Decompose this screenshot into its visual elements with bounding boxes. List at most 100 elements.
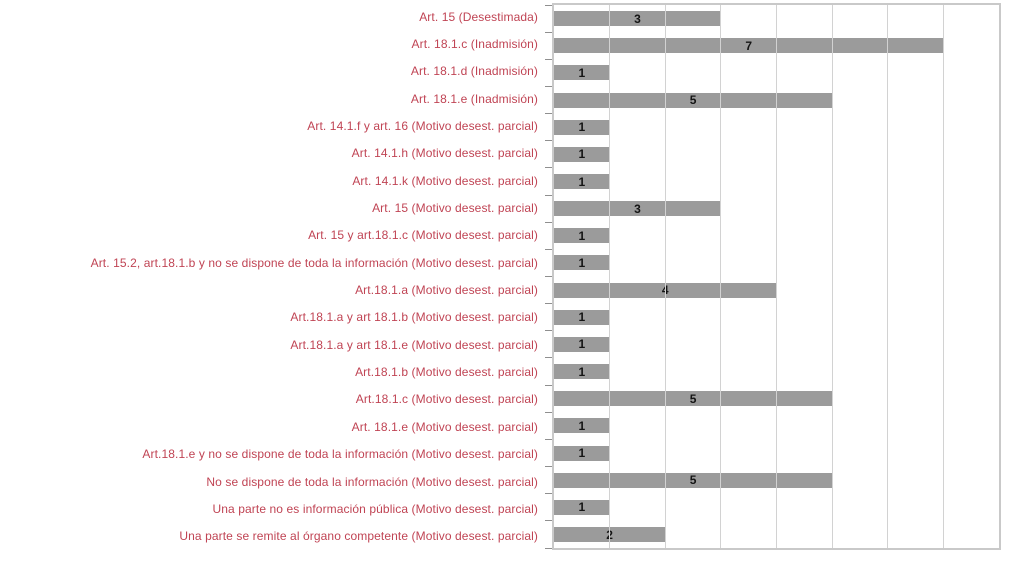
axis-tick bbox=[545, 357, 552, 359]
axis-tick bbox=[545, 248, 552, 250]
bar: 1 bbox=[554, 309, 610, 325]
chart-row: 5 bbox=[554, 86, 999, 113]
bar-value-label: 1 bbox=[578, 418, 586, 433]
bar-value-label: 1 bbox=[578, 446, 586, 461]
category-label: Art. 14.1.k (Motivo desest. parcial) bbox=[352, 173, 538, 188]
chart-row: 1 bbox=[554, 494, 999, 521]
category-label: Art. 15 (Motivo desest. parcial) bbox=[372, 201, 538, 216]
chart-row: 4 bbox=[554, 277, 999, 304]
bar-value-label: 3 bbox=[634, 201, 641, 216]
bar-value-label: 1 bbox=[578, 337, 586, 352]
chart-row: 1 bbox=[554, 59, 999, 86]
bar-value-label: 1 bbox=[578, 65, 586, 80]
chart-row: 2 bbox=[554, 521, 999, 548]
chart-row: 1 bbox=[554, 141, 999, 168]
plot-area: 3 7 1 5 1 1 1 3 1 1 4 1 1 1 5 1 1 5 1 2 bbox=[545, 3, 1001, 550]
axis-tick bbox=[545, 384, 552, 386]
chart-row: 5 bbox=[554, 385, 999, 412]
bar: 3 bbox=[554, 11, 721, 27]
bar-value-label: 5 bbox=[689, 473, 697, 488]
category-label: Art. 18.1.c (Inadmisión) bbox=[411, 37, 538, 52]
bar-value-label: 1 bbox=[578, 255, 586, 270]
chart-row: 1 bbox=[554, 168, 999, 195]
bar-value-label: 1 bbox=[578, 147, 586, 162]
axis-tick bbox=[545, 31, 552, 33]
chart-row: 1 bbox=[554, 331, 999, 358]
category-label: Art. 14.1.f y art. 16 (Motivo desest. pa… bbox=[307, 119, 538, 134]
category-label: Art. 15.2, art.18.1.b y no se dispone de… bbox=[90, 255, 538, 270]
bar: 3 bbox=[554, 201, 721, 217]
chart-row: 3 bbox=[554, 195, 999, 222]
category-label: Art.18.1.a y art 18.1.b (Motivo desest. … bbox=[290, 310, 538, 325]
bar: 1 bbox=[554, 146, 610, 162]
category-label: Art.18.1.e y no se dispone de toda la in… bbox=[142, 447, 538, 462]
chart-row: 1 bbox=[554, 304, 999, 331]
axis-tick bbox=[545, 438, 552, 440]
category-label: Art. 18.1.e (Motivo desest. parcial) bbox=[351, 419, 538, 434]
bar: 5 bbox=[554, 472, 833, 488]
chart-row: 1 bbox=[554, 412, 999, 439]
category-label: Art. 15 (Desestimada) bbox=[419, 9, 538, 24]
chart-row: 7 bbox=[554, 32, 999, 59]
axis-tick bbox=[545, 4, 552, 6]
axis-tick bbox=[545, 493, 552, 495]
axis-tick bbox=[545, 194, 552, 196]
bar: 4 bbox=[554, 282, 777, 298]
axis-tick bbox=[545, 520, 552, 522]
axis-tick bbox=[545, 330, 552, 332]
axis-tick bbox=[545, 113, 552, 115]
bar-value-label: 1 bbox=[578, 310, 586, 325]
bar: 5 bbox=[554, 92, 833, 108]
category-label: Art.18.1.b (Motivo desest. parcial) bbox=[355, 365, 538, 380]
bar-value-label: 1 bbox=[578, 500, 586, 515]
bar-value-label: 7 bbox=[745, 38, 753, 53]
bar: 1 bbox=[554, 364, 610, 380]
chart-row: 1 bbox=[554, 358, 999, 385]
bar: 1 bbox=[554, 445, 610, 461]
bar: 1 bbox=[554, 65, 610, 81]
bars-layer: 3 7 1 5 1 1 1 3 1 1 4 1 1 1 5 1 1 5 1 2 bbox=[554, 5, 999, 548]
bar-value-label: 4 bbox=[661, 283, 669, 298]
axis-tick bbox=[545, 276, 552, 277]
category-label: Art.18.1.c (Motivo desest. parcial) bbox=[355, 392, 538, 407]
bar: 7 bbox=[554, 38, 944, 54]
chart-row: 1 bbox=[554, 249, 999, 276]
chart-row: 3 bbox=[554, 5, 999, 32]
bar: 1 bbox=[554, 499, 610, 515]
category-label: Art. 14.1.h (Motivo desest. parcial) bbox=[351, 146, 538, 161]
bar: 1 bbox=[554, 119, 610, 135]
bar-value-label: 3 bbox=[634, 11, 641, 26]
axis-tick bbox=[545, 547, 552, 549]
bar-value-label: 1 bbox=[578, 174, 586, 189]
axis-tick bbox=[545, 303, 552, 305]
chart-row: 1 bbox=[554, 440, 999, 467]
axis-tick bbox=[545, 221, 552, 223]
category-label: Art.18.1.a y art 18.1.e (Motivo desest. … bbox=[290, 337, 538, 352]
category-axis-labels: Art. 15 (Desestimada) Art. 18.1.c (Inadmi… bbox=[0, 3, 545, 550]
category-label: Art. 18.1.d (Inadmisión) bbox=[410, 64, 538, 79]
axis-tick bbox=[545, 58, 552, 60]
bar-value-label: 1 bbox=[578, 364, 586, 379]
axis-tick bbox=[545, 466, 552, 468]
bar: 1 bbox=[554, 255, 610, 271]
bar: 1 bbox=[554, 418, 610, 434]
category-label: Una parte se remite al órgano competente… bbox=[179, 529, 538, 544]
axis-tick bbox=[545, 140, 552, 142]
bar: 5 bbox=[554, 391, 833, 407]
bar-value-label: 5 bbox=[689, 391, 697, 406]
chart-row: 1 bbox=[554, 114, 999, 141]
axis-tick bbox=[545, 167, 552, 169]
bar-value-label: 5 bbox=[689, 93, 697, 108]
bar-value-label: 1 bbox=[578, 228, 586, 243]
axis-tick bbox=[545, 85, 552, 87]
category-label: Art.18.1.a (Motivo desest. parcial) bbox=[355, 283, 538, 298]
category-label: Art. 15 y art.18.1.c (Motivo desest. par… bbox=[308, 228, 538, 243]
chart-row: 1 bbox=[554, 222, 999, 249]
category-label: Art. 18.1.e (Inadmisión) bbox=[410, 91, 538, 106]
category-label: Una parte no es información pública (Mot… bbox=[212, 501, 538, 516]
axis-tick bbox=[545, 411, 552, 413]
bar: 2 bbox=[554, 527, 666, 543]
chart-row: 5 bbox=[554, 467, 999, 494]
bar: 1 bbox=[554, 174, 610, 190]
